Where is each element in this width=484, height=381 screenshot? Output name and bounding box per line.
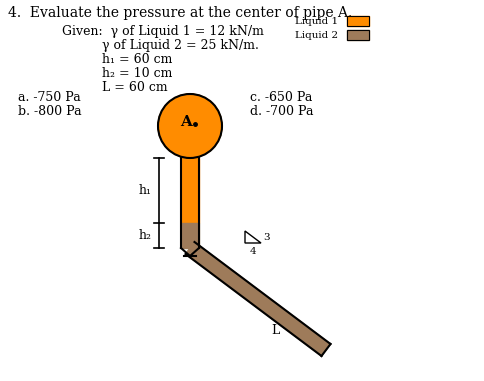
Bar [346, 30, 368, 40]
Bar [181, 158, 198, 223]
Bar [346, 16, 368, 26]
Polygon shape [185, 242, 330, 356]
Text: L: L [271, 324, 279, 337]
Bar [346, 30, 368, 40]
Text: Liquid 1: Liquid 1 [294, 16, 337, 26]
Text: 3: 3 [262, 232, 269, 242]
Text: 4: 4 [249, 247, 256, 256]
Bar [181, 223, 198, 248]
Text: h₂ = 10 cm: h₂ = 10 cm [102, 67, 172, 80]
Text: L = 60 cm: L = 60 cm [102, 81, 167, 94]
Text: h₂: h₂ [139, 229, 151, 242]
Text: a. -750 Pa: a. -750 Pa [18, 91, 80, 104]
Text: h₁ = 60 cm: h₁ = 60 cm [102, 53, 172, 66]
Text: d. -700 Pa: d. -700 Pa [249, 105, 313, 118]
Text: 4.  Evaluate the pressure at the center of pipe A.: 4. Evaluate the pressure at the center o… [8, 6, 351, 20]
Text: c. -650 Pa: c. -650 Pa [249, 91, 312, 104]
Text: Given:  γ of Liquid 1 = 12 kN/m: Given: γ of Liquid 1 = 12 kN/m [62, 25, 263, 38]
Text: b. -800 Pa: b. -800 Pa [18, 105, 81, 118]
Text: Liquid 2: Liquid 2 [294, 30, 337, 40]
Bar [346, 16, 368, 26]
Circle shape [158, 94, 222, 158]
Text: h₁: h₁ [139, 184, 151, 197]
Text: γ of Liquid 2 = 25 kN/m.: γ of Liquid 2 = 25 kN/m. [102, 39, 258, 52]
Text: A: A [180, 115, 192, 129]
